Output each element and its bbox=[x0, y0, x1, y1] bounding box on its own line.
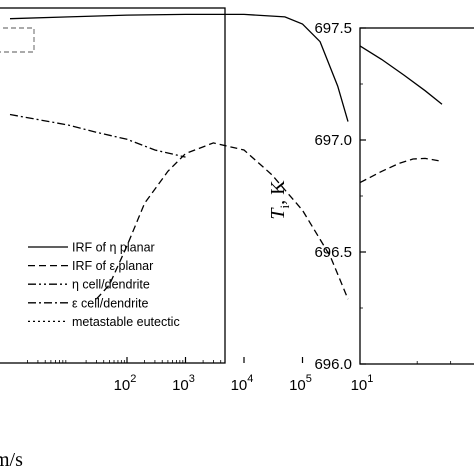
right-y-tick-label: 697.0 bbox=[314, 132, 352, 149]
left-series-line-0 bbox=[9, 13, 349, 122]
right-series bbox=[359, 45, 443, 184]
left-x-tick-label: 103 bbox=[172, 373, 195, 394]
left-x-axis-title: m/s bbox=[0, 449, 23, 471]
right-series-line-0 bbox=[359, 45, 443, 105]
right-plot-frame bbox=[359, 27, 474, 365]
legend: IRF of η planar IRF of ε planar η cell/den… bbox=[28, 241, 180, 329]
left-x-ticks bbox=[27, 357, 304, 363]
ylabel-unit: , K bbox=[267, 180, 289, 205]
left-series-line-1 bbox=[95, 142, 349, 300]
legend-label: metastable eutectic bbox=[72, 315, 180, 329]
legend-label: IRF of ε planar bbox=[72, 259, 153, 273]
left-x-tick-label: 102 bbox=[114, 373, 137, 394]
right-series-line-1 bbox=[359, 157, 443, 184]
right-panel: 696.0 696.5 697.0 697.5 101 Ti, K bbox=[267, 20, 474, 394]
right-y-ticks bbox=[360, 27, 452, 365]
left-x-tick-label: 104 bbox=[231, 373, 254, 394]
right-y-tick-label: 696.0 bbox=[314, 356, 352, 373]
legend-label: η cell/dendrite bbox=[72, 278, 150, 292]
left-plot-frame bbox=[0, 7, 226, 364]
right-x-tick-labels: 101 bbox=[351, 373, 374, 394]
right-y-tick-labels: 696.0 696.5 697.0 697.5 bbox=[314, 20, 352, 373]
right-x-tick-label: 101 bbox=[351, 373, 374, 394]
legend-label: ε cell/dendrite bbox=[72, 296, 148, 310]
left-x-tick-labels: 102 103 104 105 bbox=[114, 373, 312, 394]
right-y-tick-label: 696.5 bbox=[314, 244, 352, 261]
left-series-line-3 bbox=[9, 113, 186, 158]
ylabel-subscript: i bbox=[277, 204, 292, 208]
ylabel-symbol: T bbox=[267, 207, 289, 220]
left-x-tick-label: 105 bbox=[289, 373, 312, 394]
zoom-region-marker bbox=[0, 27, 35, 53]
left-series bbox=[9, 13, 349, 300]
left-panel: 102 103 104 105 m/s IRF of η planar IRF of ε… bbox=[0, 7, 349, 471]
legend-label: IRF of η planar bbox=[72, 241, 155, 255]
right-y-tick-label: 697.5 bbox=[314, 20, 352, 37]
right-y-axis-title: Ti, K bbox=[267, 180, 292, 220]
